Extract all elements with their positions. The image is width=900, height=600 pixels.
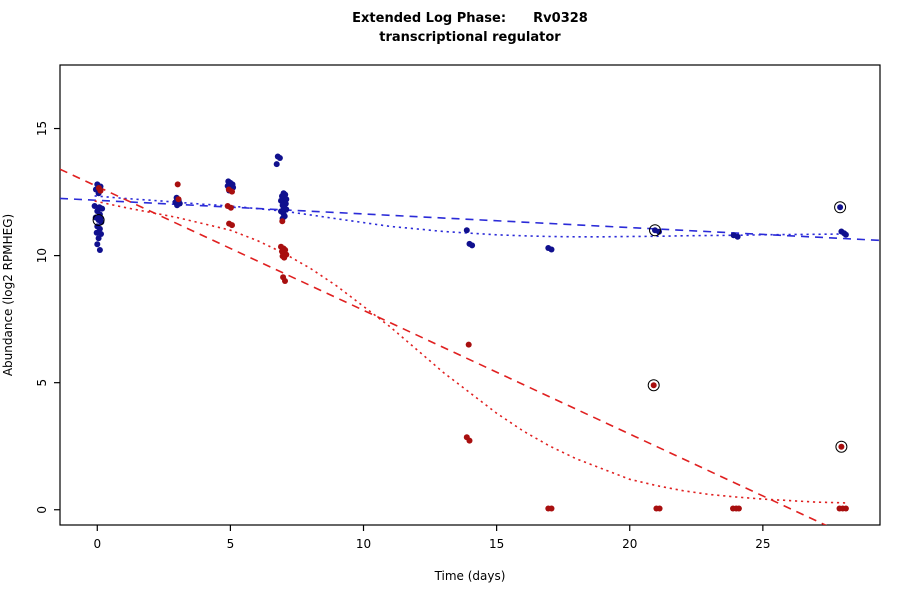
red-condition-point bbox=[229, 188, 235, 195]
blue-condition-outline-ring bbox=[649, 224, 661, 237]
blue-condition-point bbox=[94, 241, 101, 248]
y-tick-label: 5 bbox=[35, 379, 49, 387]
y-tick-label: 10 bbox=[35, 248, 49, 263]
blue-condition-point bbox=[95, 235, 102, 242]
blue-condition-point bbox=[273, 161, 280, 168]
red-condition-point bbox=[279, 218, 286, 225]
x-axis-label: Time (days) bbox=[434, 569, 506, 583]
red-linear-fit-line bbox=[60, 168, 828, 525]
blue-condition-point bbox=[734, 233, 741, 240]
chart-title-line2: transcriptional regulator bbox=[379, 30, 561, 45]
blue-condition-outlined-point bbox=[95, 217, 102, 223]
blue-condition-point bbox=[174, 202, 181, 209]
red-condition-point bbox=[281, 254, 288, 261]
red-condition-point bbox=[465, 341, 472, 348]
x-tick-label: 25 bbox=[755, 537, 770, 551]
red-condition-outlined-point bbox=[650, 382, 657, 389]
red-condition-outlined-point bbox=[838, 443, 845, 450]
red-condition-point bbox=[229, 222, 235, 229]
x-tick-label: 5 bbox=[227, 537, 235, 551]
x-tick-label: 0 bbox=[93, 537, 101, 551]
blue-condition-outline-ring bbox=[92, 214, 105, 226]
red-condition-point bbox=[174, 181, 181, 188]
blue-condition-point bbox=[548, 246, 555, 253]
blue-condition-outlined-point bbox=[837, 204, 844, 211]
blue-condition-point bbox=[96, 247, 103, 253]
y-tick-label: 0 bbox=[35, 506, 49, 514]
y-tick-label: 15 bbox=[35, 121, 49, 136]
x-tick-label: 10 bbox=[356, 537, 371, 551]
blue-condition-outlined-point bbox=[652, 227, 658, 234]
blue-condition-outline-ring bbox=[834, 201, 847, 214]
red-condition-point bbox=[466, 437, 473, 444]
plot-box bbox=[59, 64, 881, 526]
blue-condition-point bbox=[91, 203, 98, 209]
red-condition-outline-ring bbox=[647, 379, 660, 392]
blue-condition-point bbox=[842, 231, 849, 238]
red-condition-point bbox=[548, 505, 555, 512]
red-condition-point bbox=[842, 505, 849, 512]
red-condition-point bbox=[282, 278, 288, 284]
chart-title-line1: Extended Log Phase: Rv0328 bbox=[352, 11, 588, 26]
blue-condition-point bbox=[276, 155, 283, 161]
red-condition-point bbox=[735, 505, 742, 512]
blue-smooth-fit-line bbox=[94, 195, 846, 238]
red-condition-point bbox=[656, 505, 663, 512]
blue-condition-point bbox=[469, 242, 476, 249]
red-condition-outline-ring bbox=[835, 440, 848, 453]
red-condition-point bbox=[175, 196, 182, 203]
x-tick-label: 20 bbox=[622, 537, 637, 551]
red-condition-point bbox=[97, 187, 104, 194]
y-axis-label: Abundance (log2 RPMHEG) bbox=[1, 214, 15, 376]
x-tick-label: 15 bbox=[489, 537, 504, 551]
blue-condition-point bbox=[463, 227, 470, 234]
red-smooth-fit-line bbox=[94, 200, 846, 504]
blue-linear-fit-line bbox=[60, 197, 880, 242]
plot-area: 0 5 10 15 20 25 0 5 10 15 bbox=[35, 64, 881, 551]
red-condition-point bbox=[227, 204, 234, 211]
blue-condition-point bbox=[99, 205, 106, 212]
blue-condition-point bbox=[283, 206, 290, 213]
